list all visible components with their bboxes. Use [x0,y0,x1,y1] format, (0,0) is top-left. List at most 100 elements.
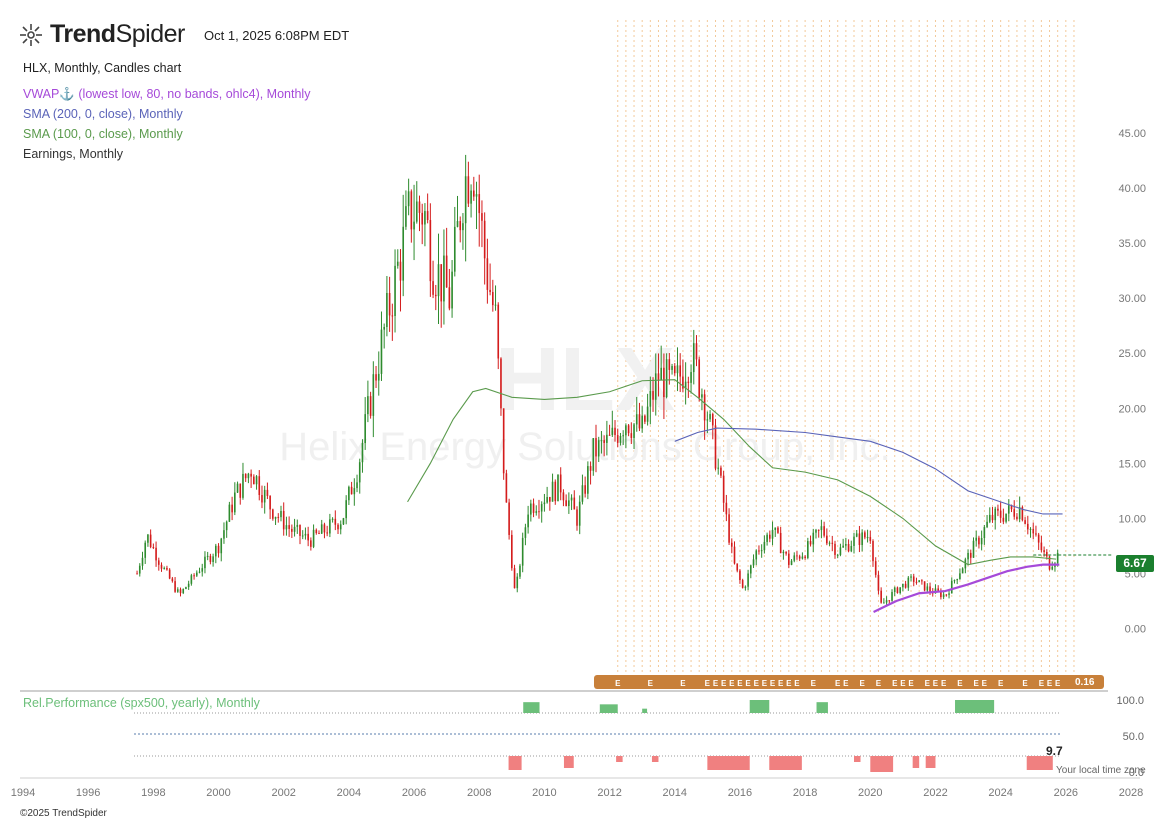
candle-body [581,485,584,502]
candle-body [459,221,462,231]
candle-body [424,211,426,225]
candle-body [978,537,980,545]
chart-title[interactable]: HLX, Monthly, Candles chart [23,61,182,75]
candle-body [429,220,432,282]
candle-body [532,503,535,513]
candle-body [508,502,510,535]
spider-icon [20,23,42,46]
candle-body [334,518,337,525]
candle-body [956,579,959,581]
candle-body [1016,516,1018,520]
candle-body [388,292,391,316]
candle-body [1037,534,1040,543]
candle-body [144,542,147,558]
candle-body [239,483,242,498]
candle-body [820,526,823,531]
candle-body [641,415,643,429]
candle-body [948,593,950,595]
sma100-line [407,379,1057,566]
candle-body [546,497,548,503]
rel-performance-value: 9.7 [1046,744,1063,758]
candle-body [549,497,551,502]
candle-body [665,359,668,398]
candle-body [307,533,309,541]
candle-body [714,425,717,469]
candle-body [511,534,513,569]
candle-body [842,545,844,548]
x-tick-label: 2026 [1054,787,1078,799]
candle-body [845,543,847,546]
x-tick-label: 2020 [858,787,882,799]
candle-body [630,433,633,438]
legend-vwap[interactable]: VWAP⚓ (lowest low, 80, no bands, ohlc4),… [23,87,311,101]
candle-body [994,508,997,521]
candle-body [407,191,410,207]
candle-body [193,575,195,577]
candle-body [155,547,157,561]
rel-negative-area [912,756,920,768]
candle-body [964,559,967,569]
earnings-marker: E [1022,679,1028,688]
candle-body [212,556,214,562]
legend-sma100[interactable]: SMA (100, 0, close), Monthly [23,127,183,141]
candle-body [443,255,445,302]
y-tick-label: 15.00 [1118,458,1146,470]
candle-body [475,194,478,197]
candle-body [451,271,453,309]
candle-body [896,587,899,593]
legend-rel-performance[interactable]: Rel.Performance (spx500, yearly), Monthl… [23,696,260,710]
earnings-marker: E [754,679,760,688]
candle-body [272,509,274,519]
candle-body [198,571,201,573]
candle-body [684,381,687,389]
candle-body [136,573,138,575]
candle-body [893,587,896,592]
watermark-company: Helix Energy Solutions Group, Inc. [279,425,890,469]
candle-body [266,489,269,496]
candle-body [855,533,858,537]
candle-body [470,190,472,204]
candle-body [527,514,529,528]
candle-body [565,500,567,507]
candle-body [771,529,774,539]
candle-body [902,583,904,588]
candle-body [950,580,953,594]
legend-earnings[interactable]: Earnings, Monthly [23,147,124,161]
candle-body [796,555,798,557]
candle-body [826,535,828,544]
x-tick-label: 2022 [923,787,947,799]
candle-body [877,574,880,591]
candle-body [635,414,638,425]
candle-body [671,366,673,370]
candle-body [201,568,204,572]
candle-body [703,394,706,421]
candle-body [329,519,331,534]
earnings-marker: E [705,679,711,688]
candle-body [768,534,771,539]
candle-body [524,527,527,538]
rel-negative-area [925,756,936,768]
legend-sma200[interactable]: SMA (200, 0, close), Monthly [23,107,183,121]
candle-body [907,577,910,588]
rel-negative-area [870,756,894,772]
candle-body [663,367,665,398]
candle-body [597,440,600,457]
candle-body [999,510,1002,518]
candle-body [174,581,176,592]
candle-body [614,427,616,436]
candle-body [242,473,244,498]
candle-body [945,594,948,596]
candle-body [358,462,361,483]
rel-positive-area [523,702,540,713]
candle-body [179,589,182,594]
candle-body [679,365,682,377]
candle-body [1043,550,1045,553]
candle-body [228,504,231,522]
candle-body [809,541,812,545]
candle-body [350,486,353,495]
candle-body [701,394,703,398]
candle-body [206,555,209,557]
candle-body [521,537,524,566]
candle-body [339,524,342,530]
